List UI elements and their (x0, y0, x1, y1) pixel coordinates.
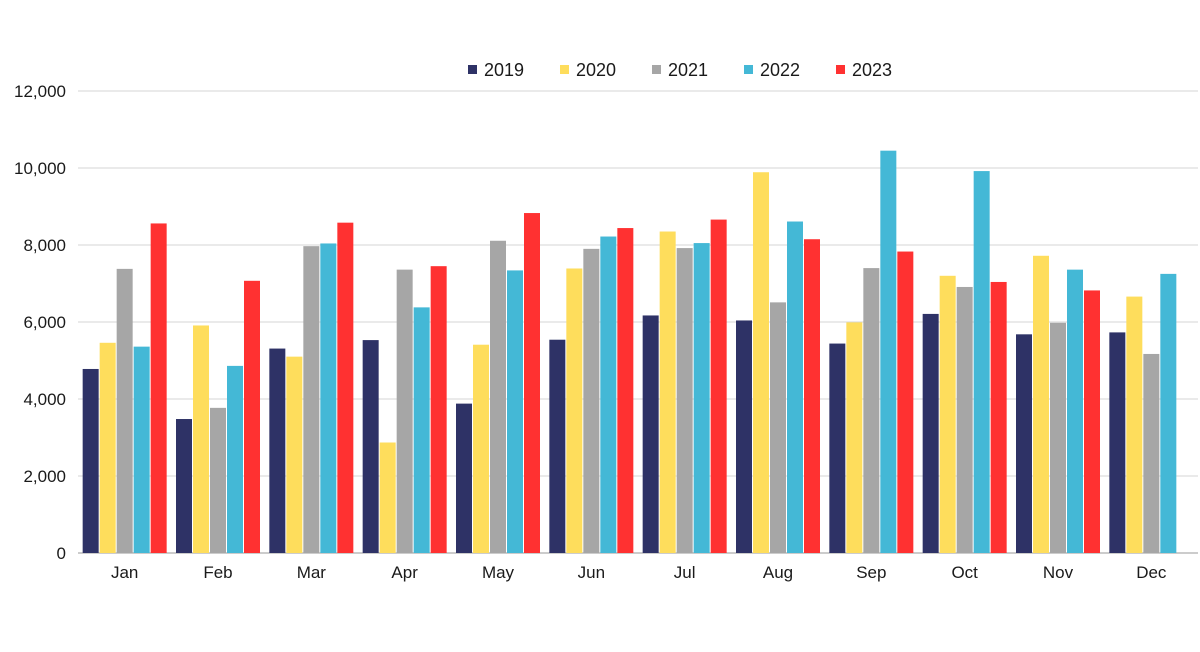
x-tick-label: Dec (1136, 563, 1167, 582)
legend-label-2020: 2020 (576, 60, 616, 80)
bar-2020-mar (286, 356, 303, 553)
bar-2019-sep (829, 343, 846, 553)
bar-2022-mar (320, 243, 337, 553)
bar-2023-oct (990, 281, 1007, 553)
y-tick-label: 12,000 (14, 82, 66, 101)
bar-2020-dec (1126, 296, 1143, 553)
x-tick-label: Jan (111, 563, 138, 582)
x-axis-ticks: Jan Feb Mar Apr May Jun Jul Aug Sep Oct Nov Dec (111, 563, 1167, 582)
bar-2022-aug (787, 221, 803, 553)
bar-2021-aug (770, 302, 786, 553)
y-tick-label: 0 (57, 544, 66, 563)
bar-2023-jul (710, 219, 727, 553)
bar-2019-may (456, 403, 472, 553)
bar-2020-jul (659, 231, 676, 553)
x-tick-label: Oct (951, 563, 978, 582)
legend-swatch-2023 (836, 65, 845, 74)
bar-2021-jun (583, 248, 600, 553)
bar-2019-feb (176, 419, 192, 553)
bar-2020-jan (99, 342, 116, 553)
bar-2022-nov (1067, 269, 1083, 553)
x-tick-label: Mar (297, 563, 327, 582)
bar-2023-jun (617, 228, 634, 553)
x-tick-label: Aug (763, 563, 793, 582)
bar-2020-jun (566, 268, 583, 553)
bar-2021-nov (1050, 322, 1066, 553)
bar-2021-oct (956, 286, 973, 553)
bar-2021-mar (303, 246, 320, 553)
x-tick-label: Jul (674, 563, 696, 582)
bar-2021-jan (116, 268, 133, 553)
y-tick-label: 6,000 (23, 313, 66, 332)
legend-swatch-2021 (652, 65, 661, 74)
bar-2019-nov (1016, 334, 1032, 553)
legend-swatch-2019 (468, 65, 477, 74)
bar-2023-sep (897, 251, 914, 554)
bar-2020-aug (753, 172, 769, 554)
bar-2022-jul (693, 243, 710, 553)
bar-2019-jan (82, 368, 99, 553)
bar-2019-apr (362, 340, 379, 553)
bar-2019-oct (922, 313, 939, 553)
bar-2020-feb (193, 325, 209, 553)
x-tick-label: Jun (578, 563, 605, 582)
bar-2021-feb (210, 407, 226, 553)
bar-2020-oct (939, 275, 956, 553)
bar-2021-sep (863, 268, 880, 553)
bar-2022-feb (227, 365, 243, 553)
y-tick-label: 4,000 (23, 390, 66, 409)
y-tick-label: 8,000 (23, 236, 66, 255)
gridlines (78, 90, 1198, 554)
bar-2019-mar (269, 348, 286, 553)
x-tick-label: Feb (203, 563, 232, 582)
bar-2022-oct (973, 171, 990, 553)
bar-2022-jan (133, 346, 150, 553)
bar-2021-jul (676, 248, 693, 553)
legend: 2019 2020 2021 2022 2023 (468, 60, 892, 80)
bar-2022-may (507, 270, 523, 553)
bar-2022-apr (413, 307, 430, 553)
bar-2020-nov (1033, 255, 1049, 553)
bar-2023-nov (1084, 290, 1100, 553)
bar-2021-may (490, 240, 506, 553)
x-tick-label: May (482, 563, 515, 582)
bar-2020-may (473, 344, 489, 553)
bar-2023-jan (150, 223, 167, 553)
y-tick-label: 10,000 (14, 159, 66, 178)
bar-2021-apr (396, 269, 413, 553)
bar-2023-mar (337, 222, 354, 554)
legend-swatch-2020 (560, 65, 569, 74)
bar-2023-may (524, 213, 540, 554)
bar-2023-aug (804, 239, 820, 553)
x-tick-label: Sep (856, 563, 886, 582)
bar-2020-apr (379, 442, 396, 553)
y-tick-label: 2,000 (23, 467, 66, 486)
bar-2022-dec (1160, 273, 1177, 553)
bar-2019-jun (549, 339, 566, 553)
legend-label-2021: 2021 (668, 60, 708, 80)
bars (82, 150, 1177, 554)
legend-label-2022: 2022 (760, 60, 800, 80)
bar-2019-aug (736, 320, 752, 553)
y-axis-ticks: 0 2,000 4,000 6,000 8,000 10,000 12,000 (14, 82, 66, 563)
bar-2020-sep (846, 322, 863, 553)
bar-2021-dec (1143, 353, 1160, 553)
legend-label-2019: 2019 (484, 60, 524, 80)
bar-2023-feb (244, 280, 260, 553)
x-tick-label: Nov (1043, 563, 1074, 582)
bar-2023-apr (430, 266, 447, 553)
bar-2019-jul (642, 315, 659, 553)
legend-swatch-2022 (744, 65, 753, 74)
x-tick-label: Apr (391, 563, 418, 582)
bar-2022-sep (880, 150, 897, 554)
bar-2022-jun (600, 236, 617, 553)
legend-label-2023: 2023 (852, 60, 892, 80)
bar-2019-dec (1109, 332, 1126, 553)
